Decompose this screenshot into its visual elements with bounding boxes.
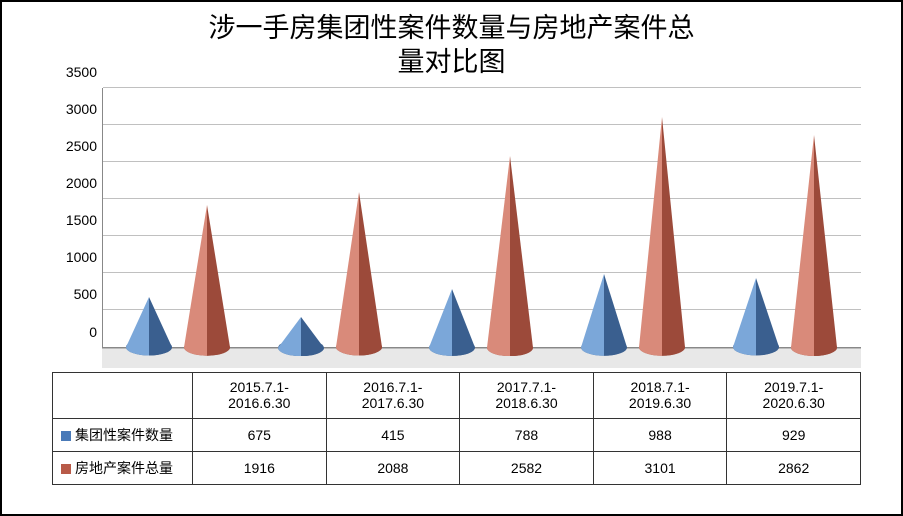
cone [791, 135, 837, 356]
data-cell: 2862 [727, 452, 861, 485]
y-tick-label: 3500 [52, 64, 97, 80]
y-tick-label: 1500 [52, 212, 97, 228]
data-cell: 3101 [593, 452, 727, 485]
category-group [557, 88, 709, 348]
y-tick-label: 2000 [52, 175, 97, 191]
y-tick-label: 1000 [52, 249, 97, 265]
cone [487, 156, 533, 356]
x-axis-label: 2015.7.1-2016.6.30 [193, 372, 327, 419]
table-row: 集团性案件数量675415788988929 [53, 419, 861, 452]
title-line-1: 涉一手房集团性案件数量与房地产案件总 [209, 13, 695, 43]
data-cell: 2582 [460, 452, 594, 485]
series-label: 集团性案件数量 [53, 419, 193, 452]
data-cell: 1916 [193, 452, 327, 485]
y-tick-label: 3000 [52, 101, 97, 117]
data-cell: 2088 [326, 452, 460, 485]
y-tick-label: 500 [52, 286, 97, 302]
series-label: 房地产案件总量 [53, 452, 193, 485]
x-axis-label: 2019.7.1-2020.6.30 [727, 372, 861, 419]
cones-row [102, 88, 861, 348]
category-group [102, 88, 254, 348]
category-group [406, 88, 558, 348]
title-line-2: 量对比图 [398, 47, 506, 77]
legend-marker-icon [61, 431, 71, 441]
cone [278, 317, 324, 356]
table-row: 房地产案件总量19162088258231012862 [53, 452, 861, 485]
legend-marker-icon [61, 464, 71, 474]
table-header-row: 2015.7.1-2016.6.302016.7.1-2017.6.302017… [53, 372, 861, 419]
data-cell: 415 [326, 419, 460, 452]
x-axis-label: 2016.7.1-2017.6.30 [326, 372, 460, 419]
cone [639, 117, 685, 356]
data-cell: 675 [193, 419, 327, 452]
cone [184, 205, 230, 356]
x-axis-label: 2018.7.1-2019.6.30 [593, 372, 727, 419]
cone [429, 289, 475, 356]
data-cell: 988 [593, 419, 727, 452]
y-tick-label: 0 [52, 324, 97, 340]
chart-container: 涉一手房集团性案件数量与房地产案件总 量对比图 0500100015002000… [0, 0, 903, 516]
y-axis: 0500100015002000250030003500 [52, 88, 97, 348]
x-axis-label: 2017.7.1-2018.6.30 [460, 372, 594, 419]
cone [336, 192, 382, 355]
data-cell: 929 [727, 419, 861, 452]
cone [581, 274, 627, 356]
table-corner-cell [53, 372, 193, 419]
cone [126, 297, 172, 356]
y-tick-label: 2500 [52, 138, 97, 154]
data-table: 2015.7.1-2016.6.302016.7.1-2017.6.302017… [52, 372, 861, 486]
data-cell: 788 [460, 419, 594, 452]
plot-area: 0500100015002000250030003500 [102, 88, 861, 368]
cone [733, 278, 779, 355]
category-group [709, 88, 861, 348]
chart-title: 涉一手房集团性案件数量与房地产案件总 量对比图 [22, 12, 881, 80]
category-group [254, 88, 406, 348]
